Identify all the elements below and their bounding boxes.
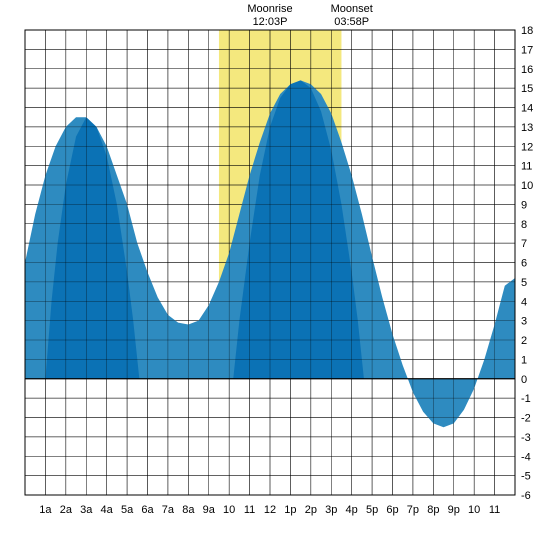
x-tick-label: 11 [489,504,500,516]
y-tick-label: 5 [521,277,527,289]
y-tick-label: -2 [521,413,531,425]
x-tick-label: 9a [203,504,216,516]
x-tick-label: 12 [264,504,276,516]
y-tick-label: 12 [521,141,533,153]
y-tick-label: 17 [521,44,533,56]
x-tick-label: 5p [366,504,378,516]
x-tick-label: 4p [346,504,358,516]
x-tick-label: 4a [101,504,114,516]
moonset-time: 03:58P [334,16,369,28]
x-tick-label: 7a [162,504,175,516]
y-tick-label: 2 [521,335,527,347]
x-tick-label: 10 [468,504,480,516]
x-tick-label: 2a [60,504,73,516]
y-tick-label: 11 [521,161,532,173]
y-tick-label: 4 [521,296,527,308]
y-tick-label: 7 [521,238,527,250]
y-tick-label: 9 [521,199,527,211]
x-tick-label: 1a [39,504,52,516]
y-tick-label: 8 [521,219,527,231]
x-tick-label: 8p [427,504,439,516]
x-tick-label: 5a [121,504,134,516]
y-tick-label: -3 [521,432,531,444]
y-tick-label: 10 [521,180,533,192]
x-tick-label: 8a [182,504,195,516]
x-tick-label: 3p [325,504,337,516]
y-tick-label: 1 [521,354,527,366]
moonrise-time: 12:03P [253,16,288,28]
x-tick-label: 10 [223,504,235,516]
y-tick-label: -5 [521,471,531,483]
x-tick-label: 1p [284,504,296,516]
tide-chart: 1817161514131211109876543210-1-2-3-4-5-6… [0,0,550,550]
x-tick-label: 6p [386,504,398,516]
x-tick-label: 2p [305,504,317,516]
y-tick-label: 0 [521,374,527,386]
x-tick-label: 6a [141,504,154,516]
y-tick-label: 16 [521,64,533,76]
y-tick-label: 18 [521,25,533,37]
y-tick-label: 13 [521,122,533,134]
chart-svg: 1817161514131211109876543210-1-2-3-4-5-6… [0,0,550,550]
y-tick-label: 6 [521,258,527,270]
moonset-label: Moonset [331,3,373,15]
x-tick-label: 3a [80,504,93,516]
y-tick-label: 15 [521,83,533,95]
x-tick-label: 7p [407,504,419,516]
y-tick-label: -1 [521,393,531,405]
x-tick-label: 11 [244,504,255,516]
y-tick-label: -6 [521,490,531,502]
y-tick-label: -4 [521,451,531,463]
moonrise-label: Moonrise [247,3,292,15]
y-tick-label: 3 [521,316,527,328]
x-tick-label: 9p [448,504,460,516]
y-tick-label: 14 [521,103,533,115]
